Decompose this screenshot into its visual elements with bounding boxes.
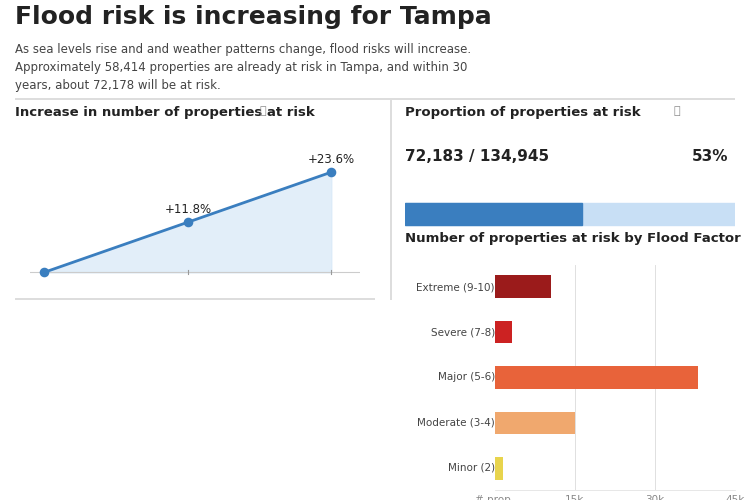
Text: ⓘ: ⓘ [260, 106, 266, 116]
Bar [495, 320, 512, 344]
Point [38, 268, 50, 276]
Text: Flood risk is increasing for Tampa: Flood risk is increasing for Tampa [15, 5, 492, 29]
Text: ⓘ: ⓘ [674, 106, 680, 116]
Text: Increase in number of properties at risk: Increase in number of properties at risk [15, 106, 315, 119]
Point [182, 218, 194, 226]
Text: +11.8%: +11.8% [164, 203, 211, 216]
Bar [495, 366, 698, 389]
Bar [495, 412, 575, 434]
Bar [495, 275, 551, 298]
Text: Extreme (9-10): Extreme (9-10) [416, 282, 495, 292]
Text: Severe (7-8): Severe (7-8) [430, 328, 495, 338]
Text: Proportion of properties at risk: Proportion of properties at risk [405, 106, 640, 119]
Text: Moderate (3-4): Moderate (3-4) [417, 418, 495, 428]
Text: 53%: 53% [692, 149, 728, 164]
Bar [495, 457, 503, 480]
Text: Minor (2): Minor (2) [448, 462, 495, 472]
Text: +23.6%: +23.6% [308, 153, 355, 166]
Point [326, 168, 338, 176]
Bar [405, 202, 581, 225]
Text: As sea levels rise and and weather patterns change, flood risks will increase.
A: As sea levels rise and and weather patte… [15, 44, 471, 92]
Text: Major (5-6): Major (5-6) [438, 372, 495, 382]
Text: 72,183 / 134,945: 72,183 / 134,945 [405, 149, 549, 164]
Text: Number of properties at risk by Flood Factor: Number of properties at risk by Flood Fa… [405, 232, 741, 244]
Bar [405, 202, 735, 225]
